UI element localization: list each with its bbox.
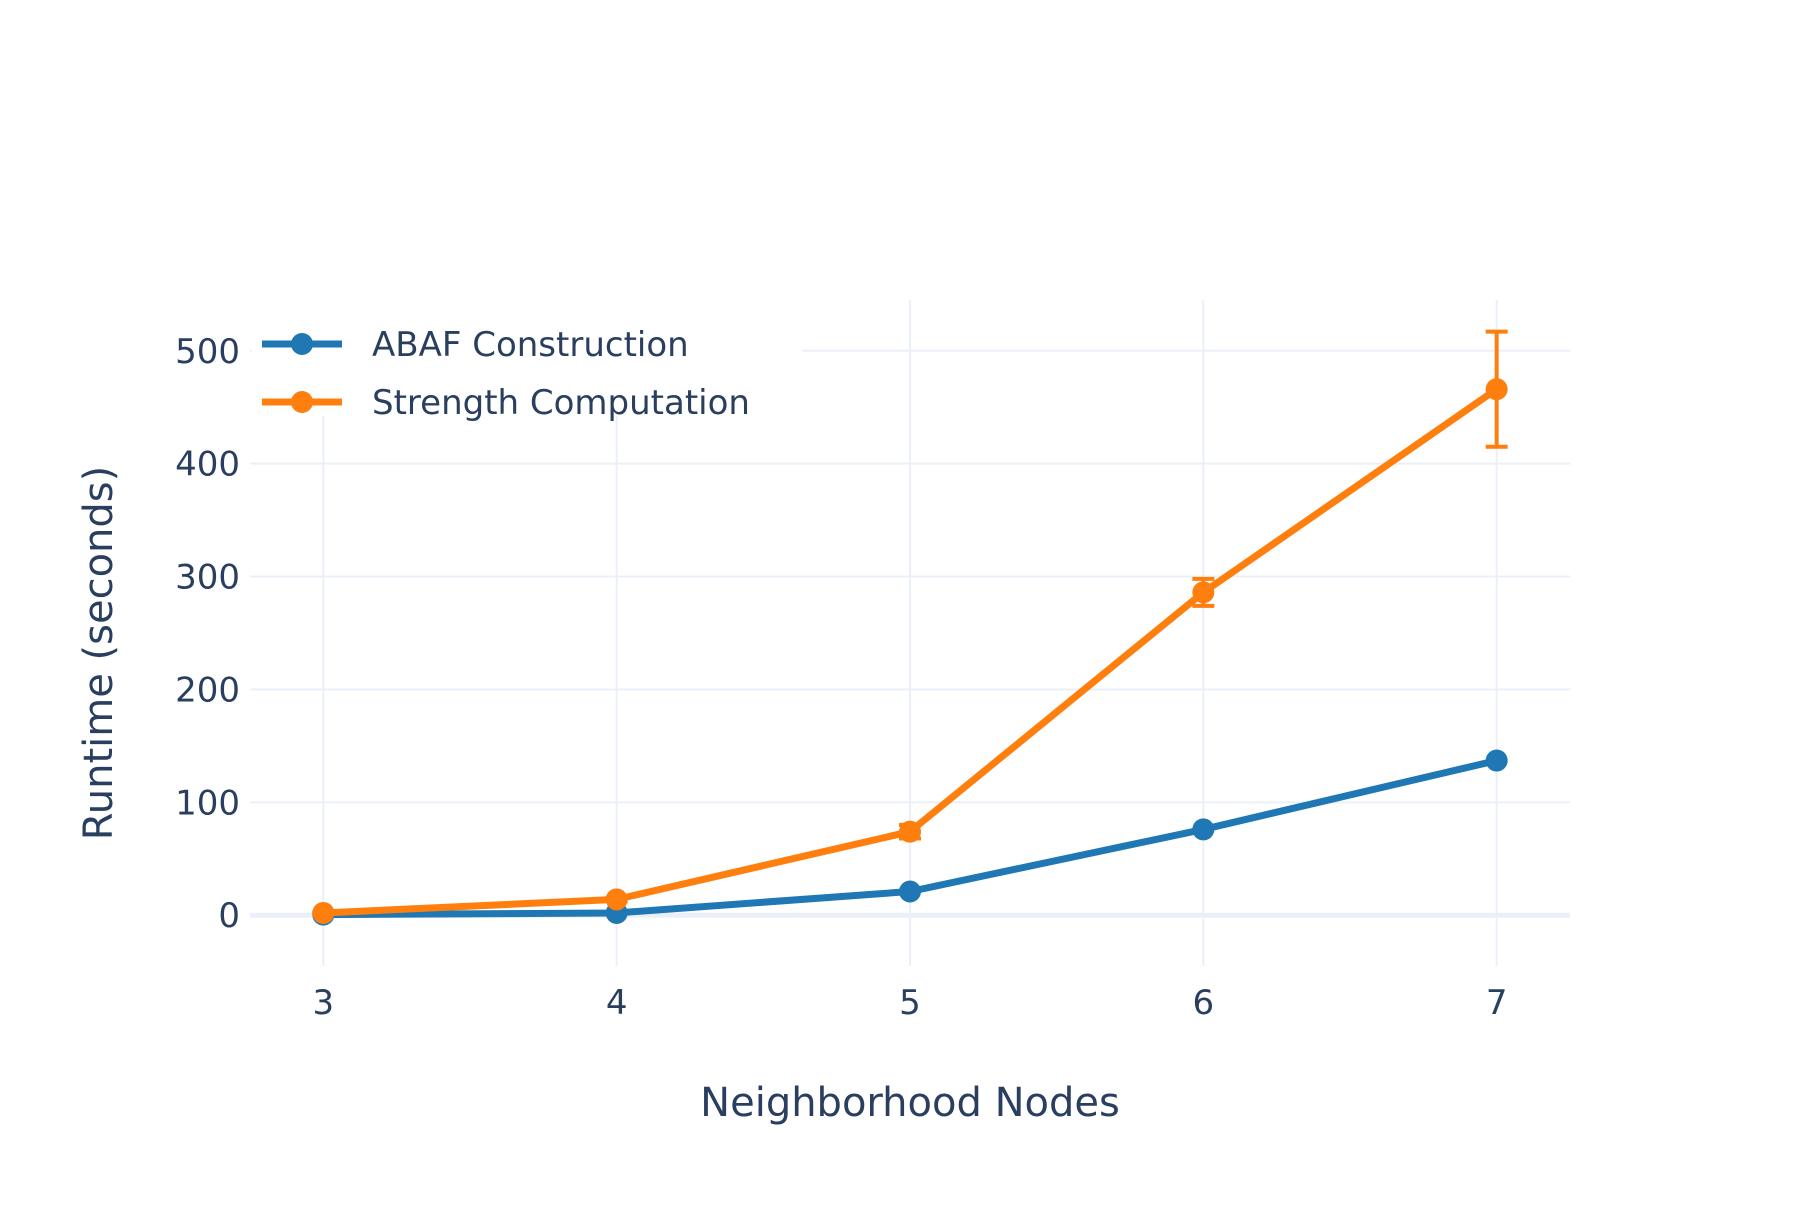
y-tick-label: 500: [175, 332, 240, 372]
y-tick-label: 0: [218, 896, 240, 936]
x-tick-label: 6: [1193, 983, 1215, 1023]
data-point: [1485, 749, 1508, 772]
data-point: [1192, 581, 1215, 604]
data-point: [1485, 378, 1508, 401]
x-axis-title: Neighborhood Nodes: [700, 1080, 1120, 1126]
data-point: [899, 820, 921, 843]
legend-label: Strength Computation: [372, 383, 750, 423]
legend-label: ABAF Construction: [372, 325, 689, 365]
axes: 3 4 5 6 7 0 100 200 300 400 500: [175, 332, 1507, 1023]
x-tick-label: 4: [606, 983, 628, 1023]
legend: ABAF Construction Strength Computation: [252, 292, 802, 423]
legend-background: [252, 292, 802, 416]
y-tick-label: 400: [175, 445, 240, 485]
legend-swatch-marker: [291, 333, 313, 355]
y-tick-label: 100: [175, 783, 240, 823]
series-layer: [312, 329, 1508, 926]
legend-item-0: ABAF Construction: [262, 325, 689, 365]
y-tick-label: 200: [175, 670, 240, 710]
x-tick-label: 5: [899, 983, 921, 1023]
data-point: [605, 888, 628, 911]
y-tick-label: 300: [175, 558, 240, 598]
x-tick-label: 3: [313, 983, 335, 1023]
legend-swatch-marker: [291, 391, 313, 413]
data-point: [1192, 818, 1215, 841]
legend-item-1: Strength Computation: [262, 383, 750, 423]
x-tick-label: 7: [1486, 983, 1508, 1023]
data-point: [899, 880, 921, 903]
y-axis-title: Runtime (seconds): [76, 466, 122, 841]
data-point: [312, 901, 335, 924]
series-1: [312, 329, 1508, 924]
